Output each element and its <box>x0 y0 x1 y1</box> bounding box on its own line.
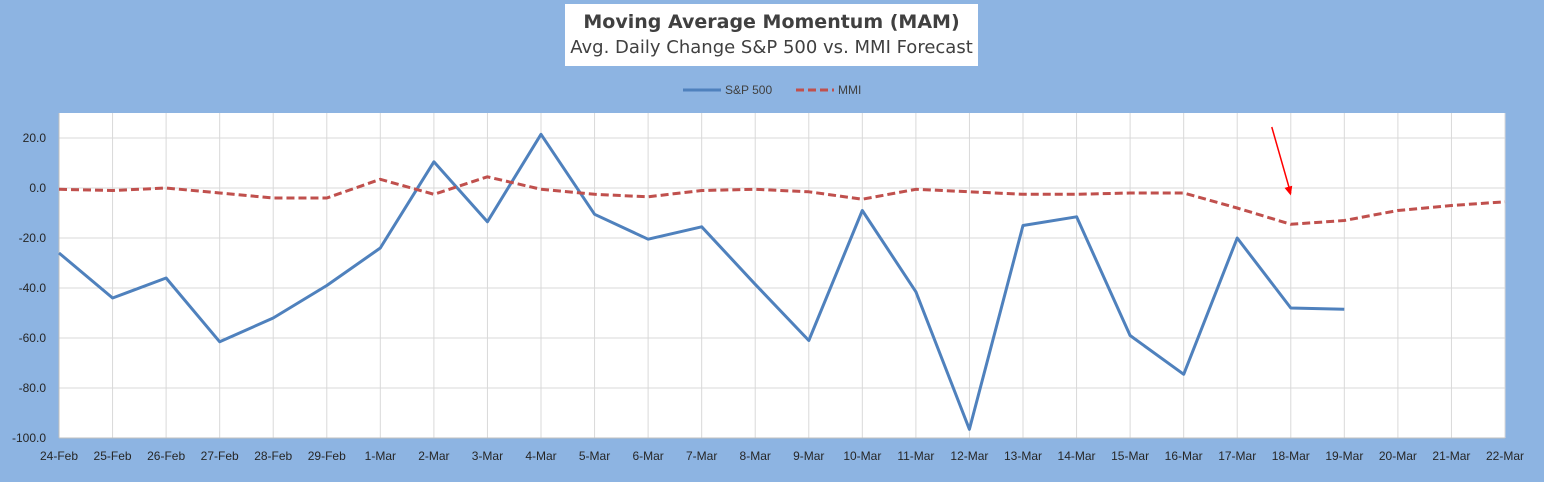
chart-title-box: Moving Average Momentum (MAM) Avg. Daily… <box>565 4 978 66</box>
annotation-arrow-shaft <box>1271 126 1292 194</box>
annotation-group <box>1271 126 1293 196</box>
x-tick-label: 12-Mar <box>950 449 988 463</box>
x-tick-label: 19-Mar <box>1325 449 1363 463</box>
y-tick-label: -20.0 <box>19 231 47 245</box>
x-tick-label: 13-Mar <box>1004 449 1042 463</box>
series-group <box>58 132 1506 431</box>
plot-area <box>59 113 1505 438</box>
y-tick-label: -100.0 <box>12 431 46 445</box>
x-tick-label: 20-Mar <box>1379 449 1417 463</box>
x-tick-label: 11-Mar <box>897 449 934 463</box>
y-tick-label: 20.0 <box>23 131 47 145</box>
y-tick-label: 0.0 <box>29 181 46 195</box>
legend-label: MMI <box>838 83 861 97</box>
x-tick-label: 22-Mar <box>1486 449 1524 463</box>
x-tick-label: 15-Mar <box>1111 449 1149 463</box>
x-tick-label: 8-Mar <box>740 449 771 463</box>
series-line-mmi <box>58 175 1506 226</box>
x-tick-label: 17-Mar <box>1218 449 1256 463</box>
series-line-s-p-500 <box>58 132 1345 431</box>
x-tick-label: 14-Mar <box>1058 449 1096 463</box>
x-tick-label: 24-Feb <box>40 449 78 463</box>
y-tick-label: -80.0 <box>19 381 47 395</box>
y-axis-ticks: -100.0 -80.0 -60.0 -40.0 -20.0 0.0 20.0 <box>12 131 46 445</box>
x-tick-label: 27-Feb <box>201 449 239 463</box>
x-tick-label: 4-Mar <box>525 449 556 463</box>
x-tick-label: 10-Mar <box>843 449 881 463</box>
x-tick-label: 21-Mar <box>1432 449 1470 463</box>
grid-lines <box>58 113 1506 439</box>
annotation-arrow-head <box>1284 185 1293 196</box>
x-tick-label: 6-Mar <box>632 449 663 463</box>
x-tick-label: 26-Feb <box>147 449 185 463</box>
x-tick-label: 28-Feb <box>254 449 292 463</box>
x-tick-label: 1-Mar <box>365 449 396 463</box>
x-tick-label: 9-Mar <box>793 449 824 463</box>
chart-subtitle: Avg. Daily Change S&P 500 vs. MMI Foreca… <box>570 37 973 58</box>
x-tick-label: 18-Mar <box>1272 449 1310 463</box>
x-tick-label: 2-Mar <box>418 449 449 463</box>
x-tick-label: 25-Feb <box>94 449 132 463</box>
x-tick-label: 5-Mar <box>579 449 610 463</box>
x-tick-label: 29-Feb <box>308 449 346 463</box>
y-tick-label: -60.0 <box>19 331 47 345</box>
x-tick-label: 16-Mar <box>1165 449 1203 463</box>
chart-legend: S&P 500 MMI <box>683 83 861 97</box>
legend-label: S&P 500 <box>725 83 772 97</box>
y-tick-label: -40.0 <box>19 281 47 295</box>
x-tick-label: 7-Mar <box>686 449 717 463</box>
chart-title: Moving Average Momentum (MAM) <box>583 11 960 33</box>
x-tick-label: 3-Mar <box>472 449 503 463</box>
x-axis-ticks: 24-Feb 25-Feb 26-Feb 27-Feb 28-Feb 29-Feb 1-Ma… <box>40 449 1524 463</box>
